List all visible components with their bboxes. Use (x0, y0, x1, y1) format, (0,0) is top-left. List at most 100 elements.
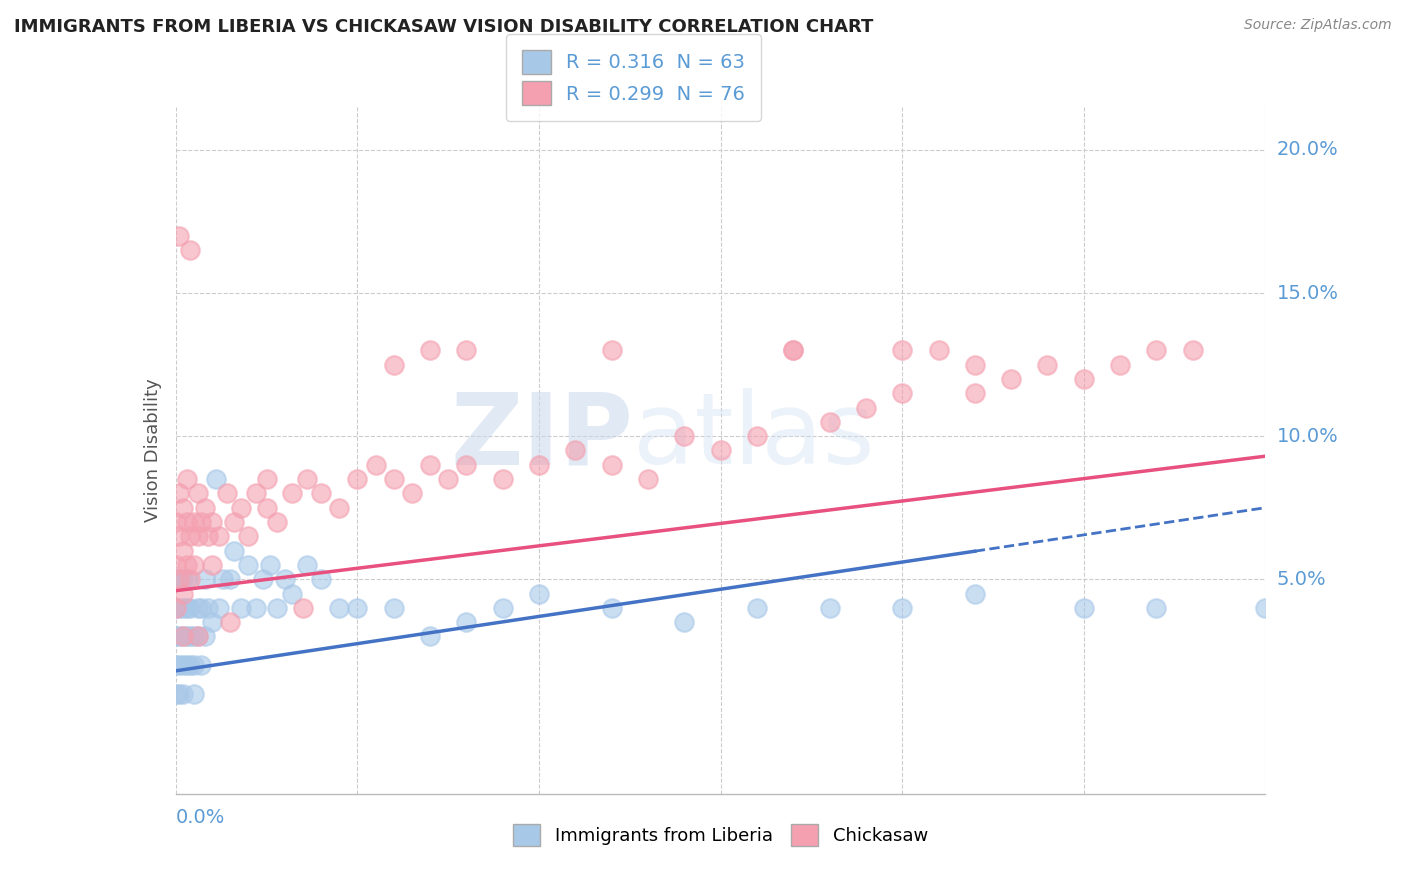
Point (382, 600, 405, 615)
Point (419, 630, 441, 644)
Point (855, 401, 877, 415)
Point (190, 600, 212, 615)
Point (782, 343, 804, 358)
Text: atlas: atlas (633, 388, 875, 485)
Point (172, 687, 194, 701)
Point (419, 343, 441, 358)
Point (745, 600, 768, 615)
Text: 10.0%: 10.0% (1277, 426, 1339, 446)
Point (710, 443, 733, 458)
Text: Source: ZipAtlas.com: Source: ZipAtlas.com (1244, 18, 1392, 32)
Point (186, 529, 209, 543)
Point (818, 415, 841, 429)
Point (208, 600, 231, 615)
Point (1036, 358, 1059, 372)
Point (169, 228, 191, 243)
Point (492, 472, 515, 486)
Point (673, 429, 696, 443)
Point (928, 343, 950, 358)
Text: ZIP: ZIP (450, 388, 633, 485)
Point (637, 472, 659, 486)
Point (309, 486, 332, 500)
Point (201, 615, 224, 630)
Point (222, 543, 245, 558)
Point (204, 472, 226, 486)
Point (600, 458, 623, 472)
Point (238, 529, 260, 543)
Point (215, 486, 238, 500)
Point (165, 630, 187, 644)
Text: 5.0%: 5.0% (1277, 570, 1326, 589)
Point (172, 630, 194, 644)
Point (183, 558, 205, 572)
Point (165, 558, 187, 572)
Point (165, 687, 187, 701)
Point (281, 486, 304, 500)
Point (186, 630, 209, 644)
Point (266, 515, 288, 529)
Point (295, 558, 318, 572)
Point (183, 658, 205, 673)
Point (183, 630, 205, 644)
Point (492, 600, 515, 615)
Point (382, 358, 405, 372)
Point (179, 630, 201, 644)
Point (1000, 372, 1022, 386)
Point (456, 343, 478, 358)
Point (172, 586, 194, 600)
Point (201, 558, 224, 572)
Point (252, 572, 274, 586)
Point (165, 600, 187, 615)
Point (197, 600, 219, 615)
Point (328, 600, 350, 615)
Text: 15.0%: 15.0% (1277, 284, 1339, 302)
Point (346, 472, 368, 486)
Point (165, 515, 187, 529)
Text: IMMIGRANTS FROM LIBERIA VS CHICKASAW VISION DISABILITY CORRELATION CHART: IMMIGRANTS FROM LIBERIA VS CHICKASAW VIS… (14, 18, 873, 36)
Point (1254, 600, 1277, 615)
Point (963, 358, 986, 372)
Point (165, 658, 187, 673)
Point (176, 472, 198, 486)
Point (183, 515, 205, 529)
Point (963, 586, 986, 600)
Point (437, 472, 460, 486)
Point (190, 658, 212, 673)
Text: 20.0%: 20.0% (1277, 140, 1339, 160)
Point (176, 515, 198, 529)
Point (222, 515, 245, 529)
Point (172, 658, 194, 673)
Point (1146, 343, 1168, 358)
Point (291, 600, 314, 615)
Point (364, 458, 387, 472)
Y-axis label: Vision Disability: Vision Disability (143, 378, 162, 523)
Point (1146, 600, 1168, 615)
Point (1073, 600, 1095, 615)
Point (274, 572, 297, 586)
Point (231, 600, 253, 615)
Point (179, 529, 201, 543)
Point (219, 615, 242, 630)
Point (281, 586, 304, 600)
Point (673, 615, 696, 630)
Point (169, 630, 191, 644)
Point (346, 600, 368, 615)
Point (295, 472, 318, 486)
Point (891, 343, 914, 358)
Point (309, 572, 332, 586)
Point (179, 600, 201, 615)
Point (891, 600, 914, 615)
Point (179, 572, 201, 586)
Point (169, 486, 191, 500)
Point (172, 543, 194, 558)
Text: 0.0%: 0.0% (176, 807, 225, 827)
Point (176, 630, 198, 644)
Point (328, 500, 350, 515)
Point (197, 529, 219, 543)
Point (600, 343, 623, 358)
Point (963, 386, 986, 401)
Point (176, 600, 198, 615)
Point (382, 472, 405, 486)
Point (600, 600, 623, 615)
Point (183, 687, 205, 701)
